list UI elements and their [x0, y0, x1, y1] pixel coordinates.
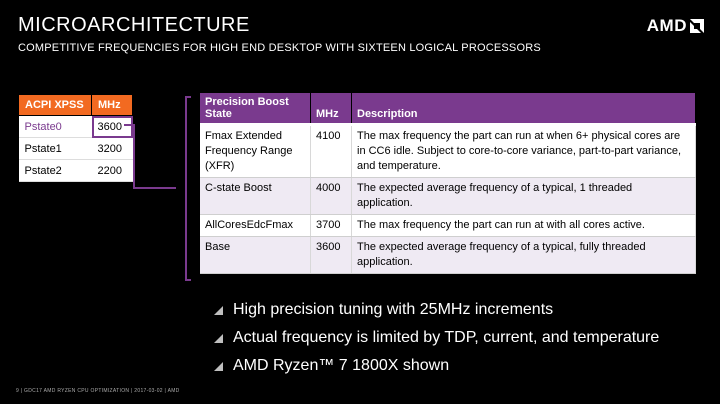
- acpi-state-cell: Pstate0: [18, 115, 92, 138]
- pb-mhz-cell: 4000: [310, 177, 352, 215]
- slide-title: MICROARCHITECTURE: [18, 14, 250, 36]
- pb-row: Fmax Extended Frequency Range (XFR) 4100…: [200, 124, 696, 178]
- bullet-text: AMD Ryzen™ 7 1800X shown: [233, 357, 450, 374]
- pb-header-description: Description: [351, 93, 696, 126]
- pb-state-cell: AllCoresEdcFmax: [200, 214, 311, 237]
- bullet-item: Actual frequency is limited by TDP, curr…: [214, 324, 659, 352]
- acpi-row: Pstate2 2200: [18, 159, 133, 182]
- bullet-text: High precision tuning with 25MHz increme…: [233, 301, 554, 318]
- pb-header-mhz: MHz: [310, 93, 352, 126]
- acpi-mhz-cell: 2200: [91, 159, 133, 182]
- bullet-item: AMD Ryzen™ 7 1800X shown: [214, 352, 659, 380]
- acpi-header-mhz: MHz: [91, 94, 133, 116]
- slide-subtitle: COMPETITIVE FREQUENCIES FOR HIGH END DES…: [18, 42, 541, 54]
- pb-header-state: Precision Boost State: [200, 93, 311, 126]
- pb-desc-cell: The expected average frequency of a typi…: [351, 177, 696, 215]
- triangle-bullet-icon: [214, 333, 223, 343]
- triangle-bullet-icon: [214, 361, 223, 371]
- logo-text: AMD: [646, 16, 687, 35]
- pb-mhz-cell: 3700: [310, 214, 352, 237]
- bullet-list: High precision tuning with 25MHz increme…: [214, 296, 659, 380]
- pb-row: C-state Boost 4000 The expected average …: [200, 177, 696, 215]
- acpi-row: Pstate0 3600: [18, 115, 133, 138]
- bullet-text: Actual frequency is limited by TDP, curr…: [233, 329, 660, 346]
- acpi-mhz-cell: 3600: [91, 115, 133, 138]
- pb-desc-cell: The expected average frequency of a typi…: [351, 236, 696, 274]
- amd-arrow-icon: [690, 19, 704, 33]
- pb-desc-cell: The max frequency the part can run at wh…: [351, 124, 696, 178]
- pb-state-cell: C-state Boost: [200, 177, 311, 215]
- acpi-state-cell: Pstate2: [18, 159, 92, 182]
- acpi-row: Pstate1 3200: [18, 137, 133, 160]
- amd-logo: AMD: [647, 16, 704, 36]
- pb-state-cell: Fmax Extended Frequency Range (XFR): [200, 124, 311, 178]
- pb-row: Base 3600 The expected average frequency…: [200, 236, 696, 274]
- pb-header-row: Precision Boost State MHz Description: [200, 93, 696, 126]
- slide-footer: 9 | GDC17 AMD RYZEN CPU OPTIMIZATION | 2…: [16, 388, 180, 394]
- pb-desc-cell: The max frequency the part can run at wi…: [351, 214, 696, 237]
- pb-mhz-cell: 3600: [310, 236, 352, 274]
- acpi-state-cell: Pstate1: [18, 137, 92, 160]
- precision-boost-table: Precision Boost State MHz Description Fm…: [200, 93, 696, 274]
- acpi-header-row: ACPI XPSS MHz: [18, 94, 133, 116]
- acpi-xpss-table: ACPI XPSS MHz Pstate0 3600 Pstate1 3200 …: [18, 94, 133, 182]
- acpi-header-state: ACPI XPSS: [18, 94, 92, 116]
- pb-state-cell: Base: [200, 236, 311, 274]
- acpi-mhz-cell: 3200: [91, 137, 133, 160]
- bullet-item: High precision tuning with 25MHz increme…: [214, 296, 659, 324]
- pb-mhz-cell: 4100: [310, 124, 352, 178]
- triangle-bullet-icon: [214, 305, 223, 315]
- pb-row: AllCoresEdcFmax 3700 The max frequency t…: [200, 214, 696, 237]
